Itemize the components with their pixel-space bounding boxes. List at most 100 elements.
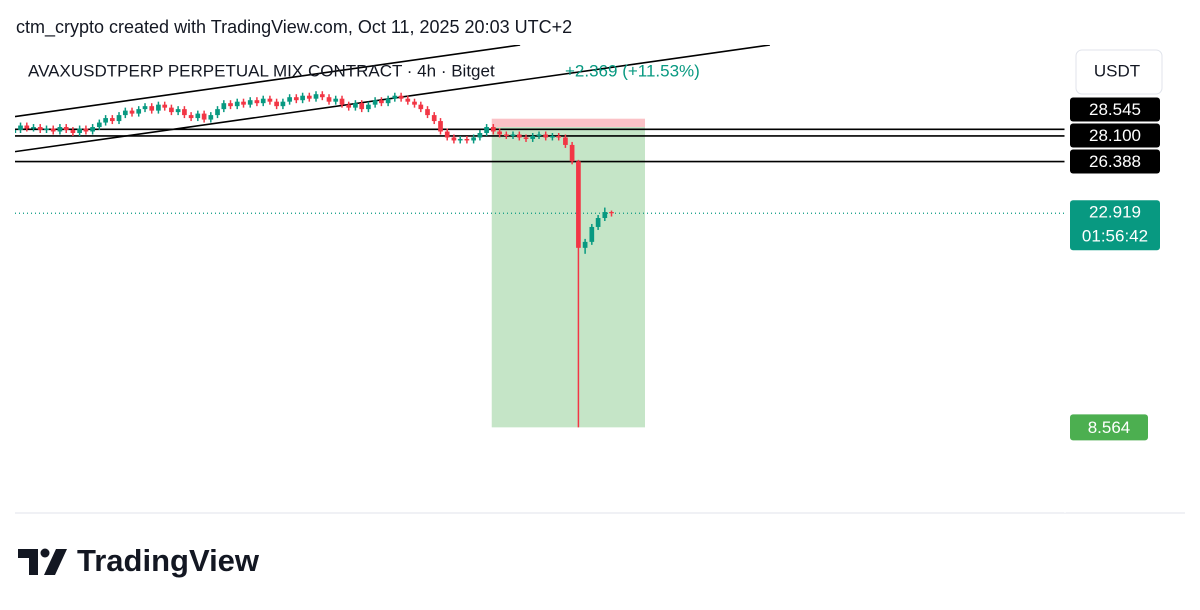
candle-body [306,95,312,99]
candle-body [287,97,292,102]
candle-body [280,101,286,107]
candle-body [536,134,542,136]
candle-body [556,135,562,138]
level-label: 26.388 [1089,152,1141,171]
candle-body [142,106,148,110]
candle-body [543,134,549,138]
candle-body [379,100,384,104]
candle-body [451,137,457,141]
candle-body [405,98,411,102]
candle-body [398,95,404,99]
candle-body [497,131,502,135]
candle-body [300,95,305,101]
candle-body [15,130,17,133]
candle-body [346,104,352,108]
candle-body [129,110,135,114]
candle-body [523,137,529,139]
candle-body [516,134,522,138]
candle-body [77,128,82,133]
candle-body [169,107,174,113]
level-label-box [1070,149,1160,174]
candle-body [353,103,358,108]
candle-body [116,115,122,122]
candle-body [215,109,220,116]
plot-area [15,45,1065,428]
candle-body [477,132,483,138]
candle-body [234,101,240,107]
last-price-box [1070,200,1160,251]
candle-body [392,95,398,99]
candle-body [418,104,424,110]
target-label: 8.564 [1088,418,1131,437]
axes: 26.388 28.100 28.545 22.919 01:56:42 8.564 [1070,97,1160,441]
candle-body [425,109,430,116]
candle-body [18,125,23,131]
candle-body [44,128,49,131]
candle-body [339,98,345,105]
candle-body [109,118,115,122]
candle-body [563,137,568,145]
candle-body [366,104,371,110]
target-label-box [1070,414,1148,441]
target-zone [491,127,645,428]
candle-body [37,127,43,131]
candle-body [530,135,536,139]
candle-body [260,98,266,104]
candle-body [464,138,470,141]
candle-body [70,130,76,133]
currency-button[interactable] [1075,49,1163,95]
candle-body [175,109,181,113]
candle-body [313,94,319,99]
countdown-label: 01:56:42 [1082,227,1148,246]
candle-body [359,103,365,110]
candle-body [569,144,575,162]
trendline [15,45,521,118]
candle-body [319,94,325,98]
candle-body [254,100,260,104]
candle-body [274,101,279,107]
candle-body [510,134,516,136]
candle-body [188,115,194,119]
price-change: +2.369 (+11.53%) [565,61,700,80]
candle-body [267,98,273,102]
candle-body [63,127,69,131]
brand-name: TradingView [77,543,260,578]
candle-body [162,104,168,108]
candle-body [221,103,227,110]
candle-body [182,109,187,116]
credit: ctm_crypto created with TradingView.com,… [16,17,572,38]
candle-body [438,121,443,132]
candle-body [582,241,588,248]
candle-body [247,100,253,105]
candle-body [595,218,601,227]
candle-body [412,101,417,105]
candle-body [490,127,496,132]
last-price-label: 22.919 [1089,203,1141,222]
currency[interactable]: USDT [1094,61,1140,80]
candle-body [385,98,391,104]
candle-body [550,135,555,138]
candle-body [471,137,476,141]
candle-body [83,128,89,132]
candle-body [96,122,102,128]
level-label-box [1070,97,1160,122]
candle-body [484,127,489,133]
candle-body [293,97,299,101]
candle-body [136,109,142,114]
candle-body [326,97,332,102]
candle-body [57,127,63,132]
symbol-title: AVAXUSDTPERP PERPETUAL MIX CONTRACT · 4h… [28,61,495,80]
candle-body [195,113,201,119]
candle-body [602,212,608,219]
candle-body [149,106,155,111]
candle-body [156,104,161,111]
stop-zone [491,118,645,128]
candle-body [31,127,36,129]
candle-body [609,212,614,214]
candle-body [201,113,207,120]
trendline [15,45,771,153]
candle-body [24,125,30,129]
candle-body [208,115,214,120]
candle-body [589,226,595,242]
